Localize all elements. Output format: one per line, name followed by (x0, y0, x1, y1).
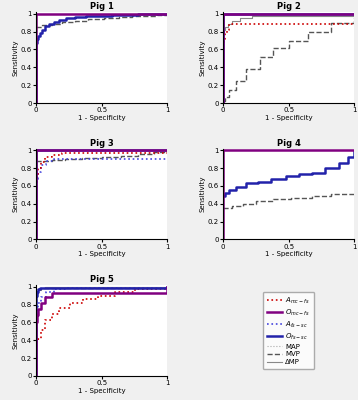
X-axis label: 1 - Specificity: 1 - Specificity (265, 114, 313, 120)
X-axis label: 1 - Specificity: 1 - Specificity (265, 251, 313, 257)
Title: Pig 5: Pig 5 (90, 275, 113, 284)
Title: Pig 2: Pig 2 (277, 2, 300, 11)
Title: Pig 1: Pig 1 (90, 2, 113, 11)
X-axis label: 1 - Specificity: 1 - Specificity (78, 251, 125, 257)
Y-axis label: Sensitivity: Sensitivity (13, 176, 19, 212)
Y-axis label: Sensitivity: Sensitivity (13, 39, 19, 76)
Y-axis label: Sensitivity: Sensitivity (13, 312, 19, 349)
X-axis label: 1 - Specificity: 1 - Specificity (78, 388, 125, 394)
Legend: $A_{mc-fs}$, $O_{mc-fs}$, $A_{fs-sc}$, $O_{fs-sc}$, MAP, MVP, ΔMP: $A_{mc-fs}$, $O_{mc-fs}$, $A_{fs-sc}$, $… (263, 292, 314, 369)
Title: Pig 3: Pig 3 (90, 139, 113, 148)
Y-axis label: Sensitivity: Sensitivity (200, 39, 206, 76)
Title: Pig 4: Pig 4 (277, 139, 300, 148)
X-axis label: 1 - Specificity: 1 - Specificity (78, 114, 125, 120)
Y-axis label: Sensitivity: Sensitivity (200, 176, 206, 212)
